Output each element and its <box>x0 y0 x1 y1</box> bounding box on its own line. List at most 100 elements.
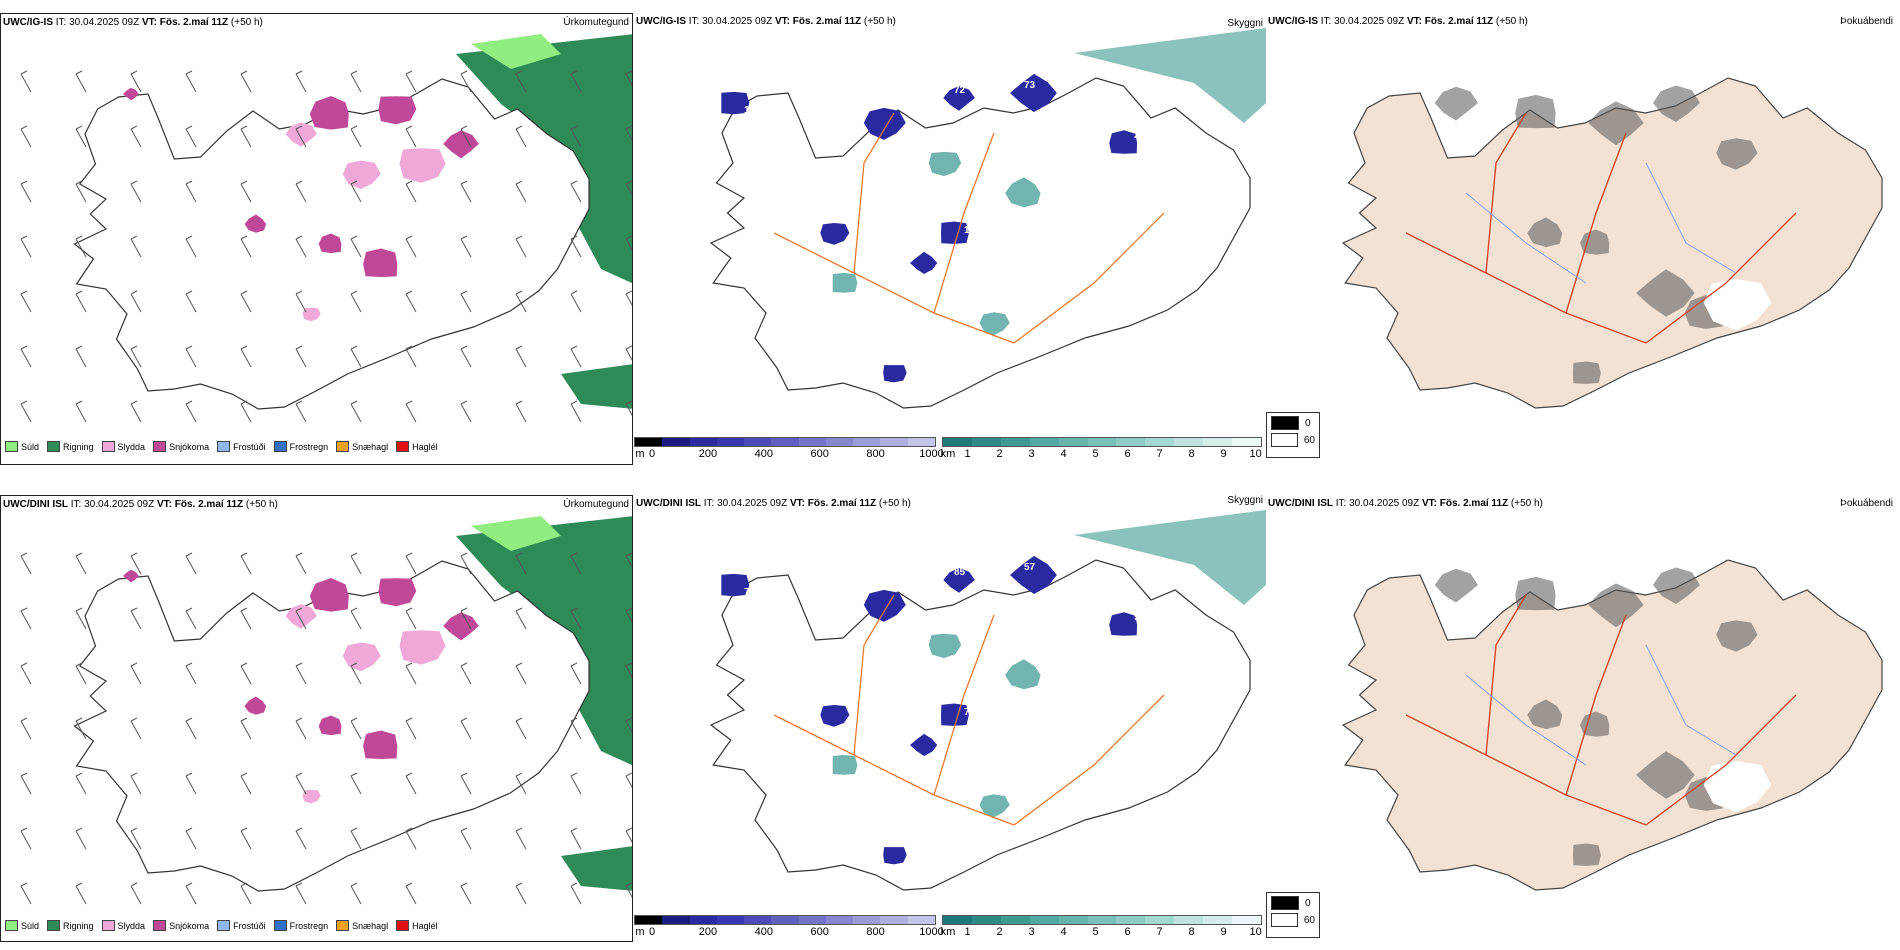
road <box>853 112 895 274</box>
snow-area <box>302 307 321 322</box>
wind-barb <box>75 293 87 313</box>
wind-barb <box>460 183 472 203</box>
wind-barb <box>460 345 468 350</box>
snow-area <box>399 630 446 665</box>
wind-barb <box>625 128 632 141</box>
colorbar-segment <box>662 438 690 446</box>
wind-barb <box>460 293 472 313</box>
wind-barb <box>185 400 193 405</box>
wind-barb <box>295 885 307 905</box>
wind-barb <box>570 183 582 203</box>
wind-barb <box>460 235 468 240</box>
road <box>1013 694 1165 826</box>
wind-barb <box>625 290 632 295</box>
fog-area <box>1588 583 1644 628</box>
low-ceiling-area <box>863 107 906 140</box>
wind-barb <box>20 830 32 850</box>
panel-header: UWC/IG-IS IT: 30.04.2025 09Z VT: Fös. 2.… <box>1268 16 1528 27</box>
fog-area <box>1716 620 1758 652</box>
wind-barb <box>185 827 193 832</box>
wind-barb <box>185 128 197 148</box>
ceiling-label: 293 <box>1134 130 1151 141</box>
wind-barb <box>240 885 252 905</box>
wind-barb <box>295 73 307 93</box>
wind-barb <box>240 882 248 887</box>
wind-barb <box>75 290 83 295</box>
wind-barb <box>625 403 632 416</box>
fog-area <box>1716 138 1758 170</box>
low-ceiling-area <box>1109 130 1138 154</box>
iceland-map <box>20 516 632 905</box>
ceiling-colorbar: m 0 200 400 600 800 1000 <box>634 437 944 461</box>
wind-barb <box>350 665 362 685</box>
wind-barb <box>570 128 582 148</box>
wind-barb <box>460 662 468 667</box>
wind-barb <box>295 128 307 148</box>
colorbar-tick: 8 <box>1188 926 1195 938</box>
wind-barb <box>20 348 32 368</box>
low-ceiling-area <box>721 573 750 597</box>
low-visibility-area <box>979 794 1010 818</box>
wind-barb <box>405 345 413 350</box>
colorbar-tick: 400 <box>754 448 774 460</box>
ceiling-label: 134 <box>744 105 761 116</box>
snow-area <box>363 248 398 277</box>
legend-item: Frostregn <box>273 441 328 452</box>
wind-barb <box>405 400 413 405</box>
wind-barb <box>625 775 632 788</box>
legend-label: Snæhagl <box>352 920 389 931</box>
road <box>1013 212 1165 344</box>
wind-barb <box>240 180 248 185</box>
wind-barb <box>130 400 138 405</box>
wind-barb <box>240 830 252 850</box>
wind-barb <box>295 348 307 368</box>
wind-barb <box>75 607 83 612</box>
clear-area <box>1703 761 1772 813</box>
wind-barb <box>130 662 138 667</box>
fog-area <box>1588 101 1644 146</box>
low-ceiling-area <box>1010 73 1057 112</box>
colorbar-unit: m <box>635 926 645 938</box>
wind-barb <box>515 345 523 350</box>
fog-area <box>1434 568 1478 603</box>
colorbar-segment <box>1000 916 1030 924</box>
wind-barb <box>75 772 83 777</box>
wind-barb <box>240 772 248 777</box>
wind-barb <box>185 348 197 368</box>
wind-barb <box>350 720 362 740</box>
wind-barb <box>130 290 138 295</box>
wind-barb <box>20 555 32 575</box>
wind-barb <box>460 775 472 795</box>
fog-label: 0 <box>1305 417 1311 429</box>
colorbar-tick: 5 <box>1092 926 1099 938</box>
fog-area <box>1636 751 1695 799</box>
wind-barb <box>20 128 32 148</box>
wind-barb <box>130 403 142 423</box>
wind-barb <box>240 290 248 295</box>
wind-barb <box>185 183 197 203</box>
snow-area <box>318 233 342 254</box>
legend-swatch <box>217 441 231 452</box>
wind-barb <box>240 70 248 75</box>
colorbar-segment <box>662 916 690 924</box>
wind-barb <box>570 293 582 313</box>
wind-barb <box>625 235 632 240</box>
road <box>1645 694 1797 826</box>
visibility-colorbar: km 1 2 3 4 5 6 7 8 9 10 <box>941 915 1262 939</box>
fog-swatch <box>1271 913 1298 927</box>
wind-barb <box>405 180 413 185</box>
legend-swatch <box>101 441 115 452</box>
wind-barb <box>130 235 138 240</box>
ceiling-label: 71 <box>934 355 946 366</box>
drizzle-area <box>471 516 561 551</box>
wind-barb <box>240 73 252 93</box>
wind-barb <box>515 555 527 575</box>
ceiling-label: 54 <box>1104 215 1116 226</box>
wind-barb <box>625 73 632 86</box>
legend-swatch <box>47 441 61 452</box>
legend-swatch <box>217 920 231 931</box>
panel-title: Skyggni <box>1227 18 1263 29</box>
legend-label: Súld <box>21 441 40 452</box>
legend-swatch <box>153 441 167 452</box>
wind-barb <box>75 717 83 722</box>
